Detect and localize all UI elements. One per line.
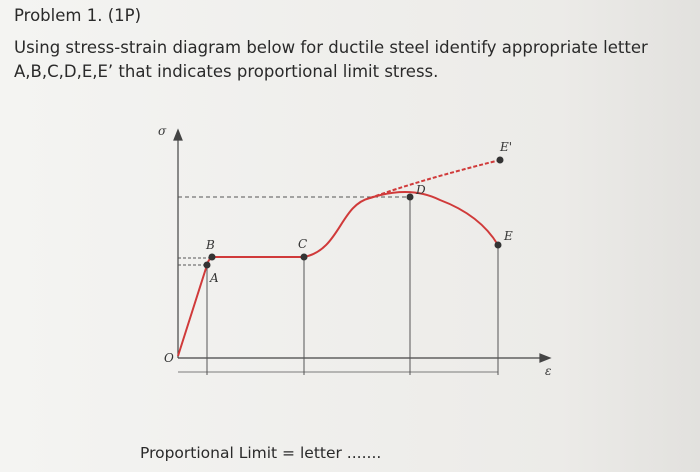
stress-strain-curve [177,159,501,357]
problem-title: Problem 1. (1P) [14,6,142,25]
x-axis-label: ε [545,364,551,378]
point-label: B [205,238,215,252]
point-label: A [209,271,219,285]
footer-text: Proportional Limit = letter ....... [140,444,382,462]
guide-lines [178,196,499,375]
point-label: C [298,237,307,251]
axes [173,128,552,363]
points [203,156,504,269]
point-label: E [503,229,513,243]
problem-line: Using stress-strain diagram below for du… [14,38,648,57]
origin-label: O [164,351,174,365]
y-axis-label: σ [158,124,167,138]
point-label: E' [499,140,512,154]
point-label: D [415,183,426,197]
problem-line: A,B,C,D,E,E’ that indicates proportional… [14,62,439,81]
